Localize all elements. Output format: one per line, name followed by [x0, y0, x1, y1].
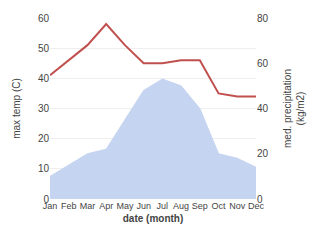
svg-text:60: 60	[38, 13, 50, 24]
svg-text:60: 60	[257, 58, 269, 69]
svg-text:Jan: Jan	[43, 201, 58, 211]
svg-text:May: May	[116, 201, 134, 211]
svg-text:max temp (C): max temp (C)	[11, 78, 22, 139]
svg-text:Dec: Dec	[248, 201, 265, 211]
svg-text:40: 40	[257, 103, 269, 114]
svg-text:0: 0	[257, 194, 263, 205]
svg-text:Nov: Nov	[229, 201, 246, 211]
svg-text:Feb: Feb	[61, 201, 77, 211]
svg-text:10: 10	[38, 163, 50, 174]
svg-text:date (month): date (month)	[123, 213, 184, 224]
svg-text:20: 20	[38, 133, 50, 144]
svg-text:Sep: Sep	[192, 201, 208, 211]
svg-text:20: 20	[257, 148, 269, 159]
svg-text:Mar: Mar	[80, 201, 96, 211]
svg-text:Jul: Jul	[157, 201, 169, 211]
svg-text:30: 30	[38, 103, 50, 114]
svg-text:med. precipitation(kg/m2): med. precipitation(kg/m2)	[282, 69, 306, 148]
svg-text:Oct: Oct	[212, 201, 227, 211]
svg-text:40: 40	[38, 73, 50, 84]
svg-text:Jun: Jun	[136, 201, 151, 211]
svg-text:Aug: Aug	[173, 201, 189, 211]
svg-text:80: 80	[257, 13, 269, 24]
svg-text:Apr: Apr	[99, 201, 113, 211]
svg-text:0: 0	[43, 194, 49, 205]
svg-text:50: 50	[38, 43, 50, 54]
